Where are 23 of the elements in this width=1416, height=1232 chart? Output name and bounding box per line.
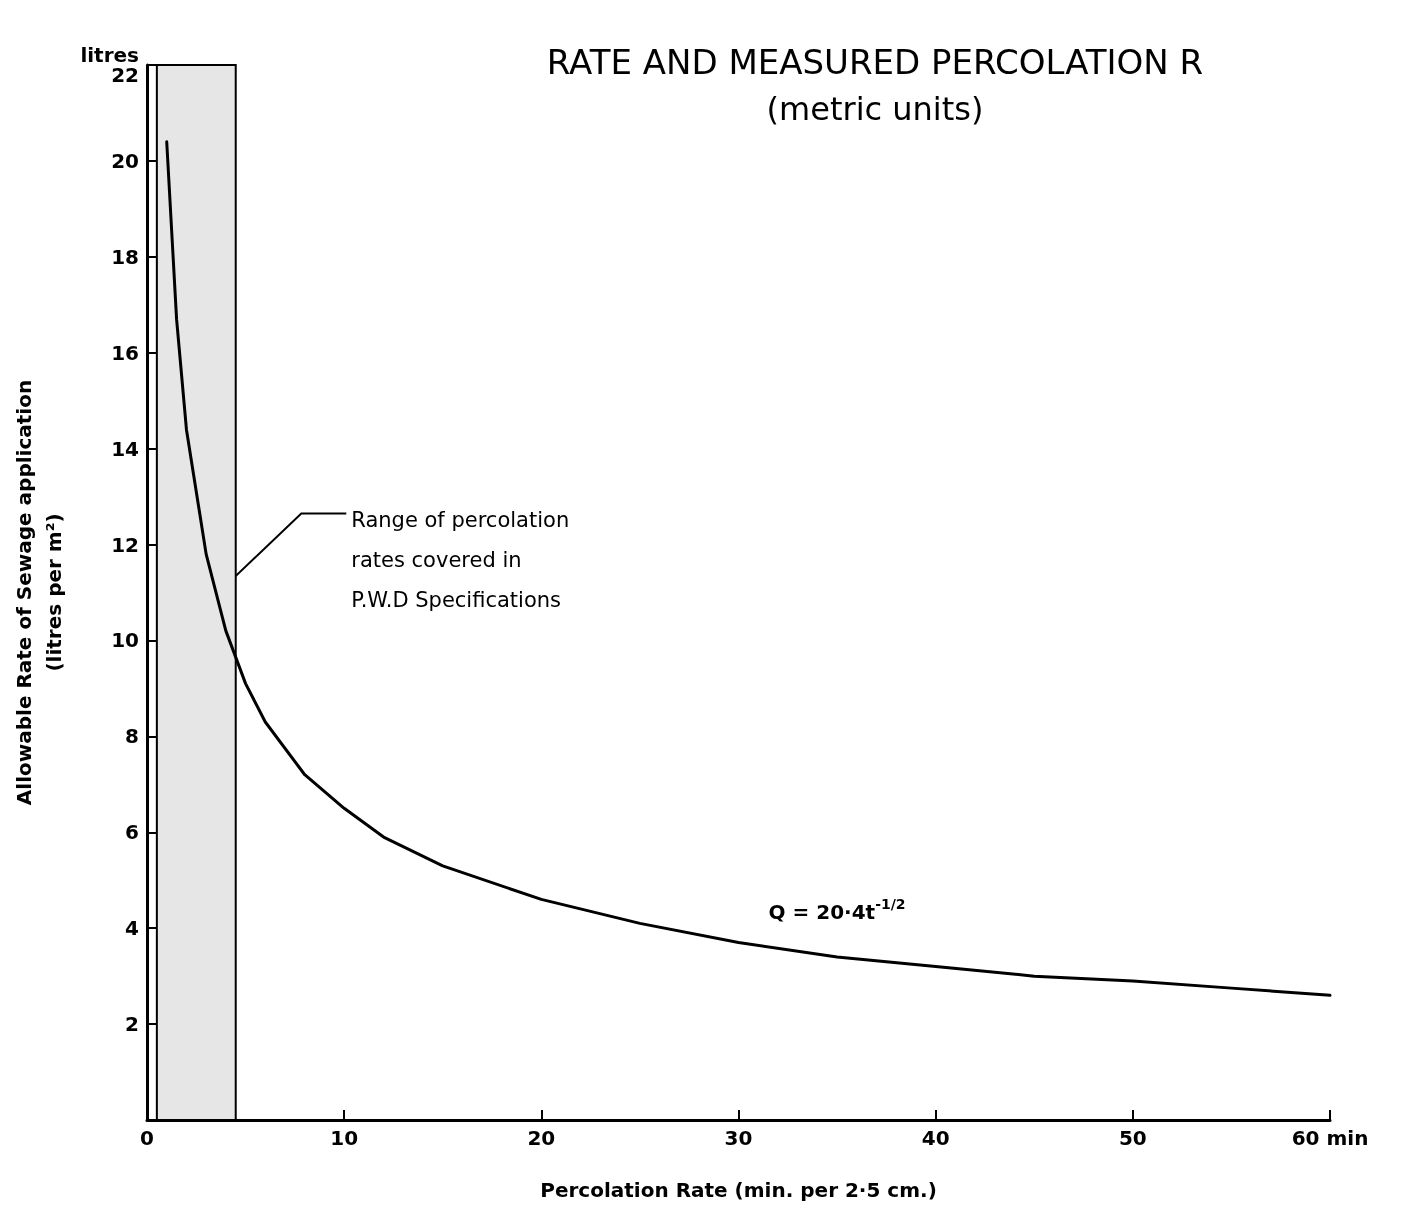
- x-tick-label: 20: [527, 1126, 556, 1150]
- text: (metric units): [766, 90, 984, 128]
- y-tick-label: 16: [111, 340, 139, 365]
- x-tick-label: 0: [140, 1126, 154, 1150]
- x-tick-label: 40: [921, 1126, 950, 1150]
- x-axis-title: Percolation Rate (min. per 2·5 cm.): [540, 1178, 937, 1202]
- y-tick-label: 8: [125, 724, 139, 749]
- y-tick-label: litres 22: [80, 43, 139, 87]
- x-tick-label: 10: [330, 1126, 359, 1150]
- x-tick-label: 60 min: [1291, 1126, 1369, 1150]
- y-tick-label: 14: [111, 436, 139, 461]
- y-tick-label: 2: [125, 1012, 139, 1037]
- x-tick-label: 50: [1118, 1126, 1147, 1150]
- y-tick-label: 10: [111, 628, 139, 653]
- x-tick-label: 30: [724, 1126, 753, 1150]
- y-tick-label: 4: [125, 916, 139, 941]
- y-tick-label: 12: [111, 532, 139, 557]
- band-label: Range of percolation rates covered in P.W.D Specifications: [351, 507, 570, 612]
- y-tick-label: 20: [111, 148, 139, 173]
- y-axis-title: Allowable Rate of Sewage application (litres per m²): [12, 379, 67, 806]
- y-tick-label: 18: [111, 244, 139, 269]
- y-tick-label: 6: [125, 820, 139, 845]
- chart-title: RATE AND MEASURED PERCOLATION R: [546, 42, 1204, 82]
